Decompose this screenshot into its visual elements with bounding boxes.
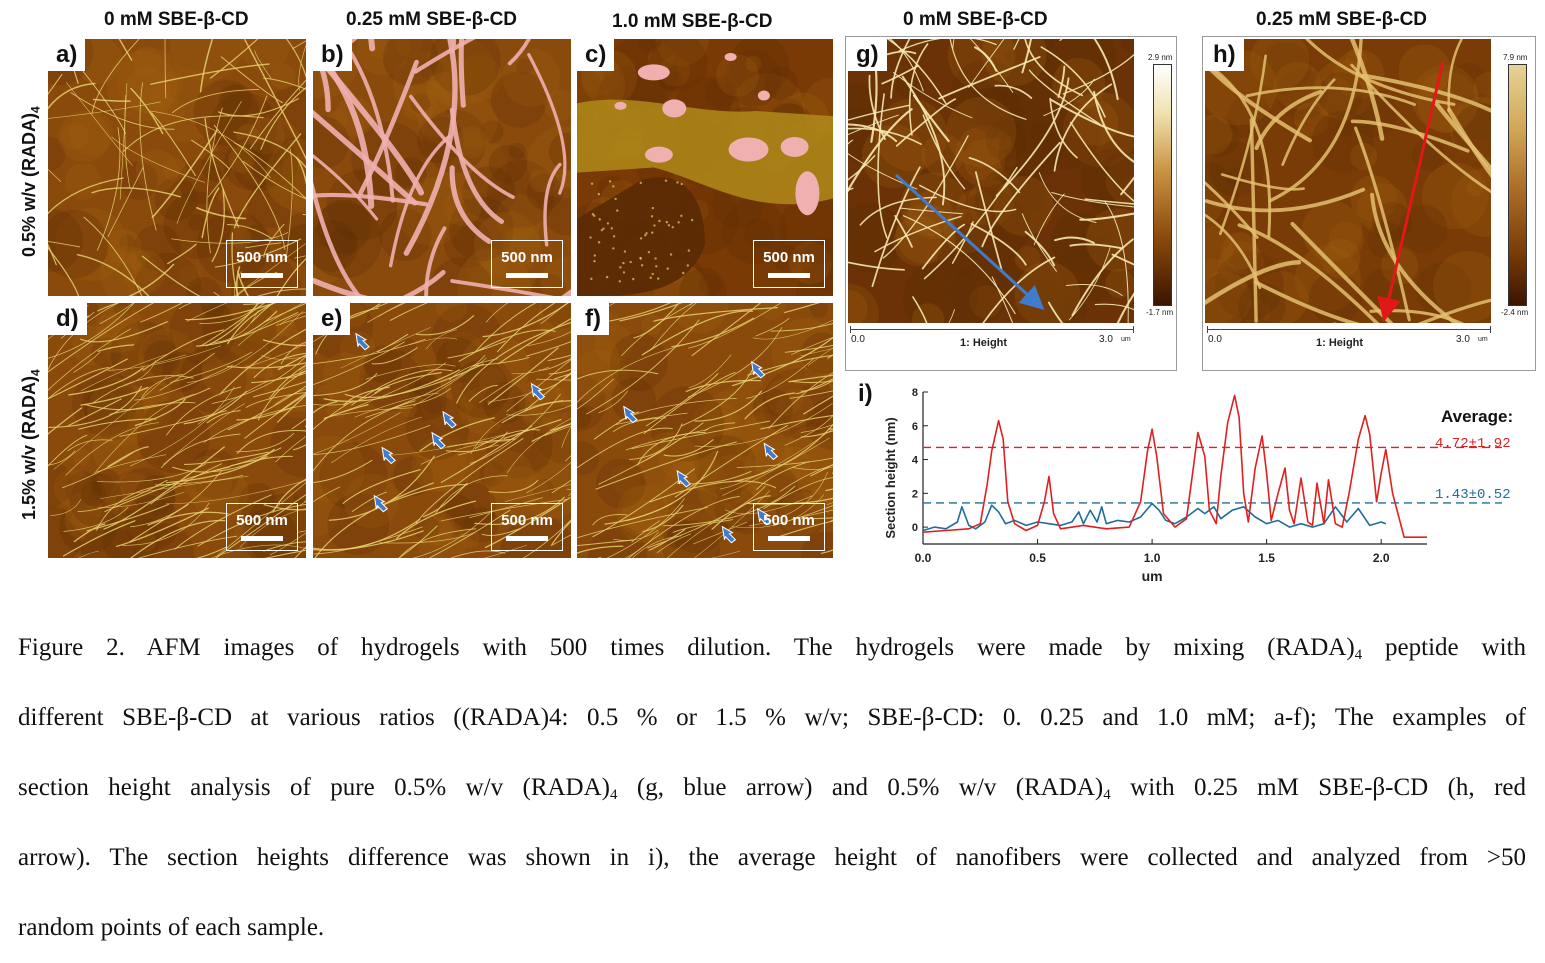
section-height-chart: 0.0 0.5 1.0 1.5 2.0 0 2 4 6 8 um Section height (nm…: [883, 387, 1513, 584]
caption-line-4: arrow). The section heights difference w…: [18, 844, 1526, 871]
colorbar-h-max: 7.9 nm: [1503, 53, 1528, 62]
panel-label-i: i): [858, 380, 873, 407]
height-axis-tick-h-left: [1207, 326, 1208, 333]
height-axis-line-h: [1207, 329, 1490, 330]
row-heading-0.5pct: 0.5% w/v (RADA)4: [19, 106, 43, 257]
caption-line-2: different SBE-β-CD at various ratios ((R…: [18, 704, 1526, 731]
x-tick-label: 2.0: [1373, 551, 1390, 565]
y-tick-label: 0: [912, 522, 918, 534]
colorbar-h-min: -2.4 nm: [1501, 308, 1529, 317]
height-axis-tick-g-right: [1133, 326, 1134, 333]
panel-label-d: d): [48, 303, 87, 335]
axis-g-start: 0.0: [851, 334, 865, 345]
red-series-line: [922, 394, 1427, 538]
panel-label-g: g): [848, 39, 887, 71]
scale-bar-e: 500 nm: [491, 503, 563, 551]
caption-line-1: Figure 2. AFM images of hydrogels with 5…: [18, 634, 1526, 663]
colorbar-g: [1153, 64, 1172, 306]
panel-label-e: e): [313, 303, 351, 335]
column-heading-0mM-a: 0 mM SBE-β-CD: [104, 9, 249, 30]
blue-series-line: [922, 502, 1387, 532]
afm-image-a: [48, 39, 306, 296]
afm-image-d: [48, 303, 306, 558]
panel-label-c: c): [577, 39, 615, 71]
axis-h-unit: um: [1478, 336, 1488, 343]
axis-h-start: 0.0: [1208, 334, 1222, 345]
colorbar-g-max: 2.9 nm: [1148, 53, 1173, 62]
panel-label-f: f): [577, 303, 609, 335]
panel-label-a: a): [48, 39, 86, 71]
afm-image-e: [313, 303, 571, 558]
afm-panel-d: d): [48, 303, 306, 558]
red-section-arrow: [1377, 60, 1445, 322]
afm-image-g: [848, 39, 1134, 323]
column-heading-10mM-c: 1.0 mM SBE-β-CD: [612, 11, 773, 32]
y-tick-label: 4: [912, 455, 919, 467]
blue-average-label: 1.43±0.52: [1435, 487, 1511, 503]
axis-h-title: 1: Height: [1316, 337, 1364, 349]
figure-caption: Figure 2. AFM images of hydrogels with 5…: [18, 613, 1526, 963]
afm-panel-f: f) 500 nm: [577, 303, 833, 558]
average-legend-title: Average:: [1441, 407, 1513, 426]
scale-bar-b: 500 nm: [491, 240, 563, 288]
afm-panel-g: g): [848, 39, 1134, 323]
scale-bar-d: 500 nm: [226, 503, 298, 551]
height-axis-tick-h-right: [1490, 326, 1491, 333]
y-axis-label: Section height (nm): [883, 417, 898, 538]
axis-g-end: 3.0: [1099, 334, 1113, 345]
x-tick-label: 1.0: [1144, 551, 1161, 565]
y-tick-label: 8: [912, 387, 918, 399]
scale-bar-c: 500 nm: [753, 240, 825, 288]
blue-section-arrow: [894, 173, 1045, 311]
axis-g-unit: um: [1121, 336, 1131, 343]
afm-image-b: [313, 39, 571, 296]
colorbar-h: [1508, 64, 1527, 306]
scale-bar-a: 500 nm: [226, 240, 298, 288]
afm-panel-e: e) 500 nm: [313, 303, 571, 558]
column-heading-025mM-h: 0.25 mM SBE-β-CD: [1256, 9, 1428, 30]
column-heading-0mM-g: 0 mM SBE-β-CD: [903, 9, 1048, 30]
height-axis-tick-g-left: [850, 326, 851, 333]
axis-h-end: 3.0: [1456, 334, 1470, 345]
x-tick-label: 0.5: [1029, 551, 1046, 565]
afm-image-f: [577, 303, 833, 558]
y-tick-label: 2: [912, 488, 918, 500]
colorbar-g-min: -1.7 nm: [1146, 308, 1174, 317]
afm-panel-c: c) 500 nm: [577, 39, 833, 296]
afm-panel-h: h): [1205, 39, 1491, 323]
scale-bar-f: 500 nm: [753, 503, 825, 551]
height-axis-line-g: [850, 329, 1133, 330]
column-heading-025mM-b: 0.25 mM SBE-β-CD: [346, 9, 518, 30]
panel-label-b: b): [313, 39, 352, 71]
red-average-label: 4.72±1.92: [1435, 436, 1511, 452]
caption-line-5: random points of each sample.: [18, 914, 325, 941]
caption-line-3: section height analysis of pure 0.5% w/v…: [18, 774, 1526, 803]
y-tick-label: 6: [912, 421, 918, 433]
axis-g-title: 1: Height: [960, 337, 1008, 349]
afm-panel-b: b) 500 nm: [313, 39, 571, 296]
x-axis-label: um: [1142, 568, 1163, 584]
afm-panel-a: a) 500 nm: [48, 39, 306, 296]
row-heading-1.5pct: 1.5% w/v (RADA)4: [19, 369, 43, 520]
x-tick-label: 0.0: [915, 551, 932, 565]
afm-image-h: [1205, 39, 1491, 323]
panel-label-h: h): [1205, 39, 1244, 71]
x-tick-label: 1.5: [1258, 551, 1275, 565]
